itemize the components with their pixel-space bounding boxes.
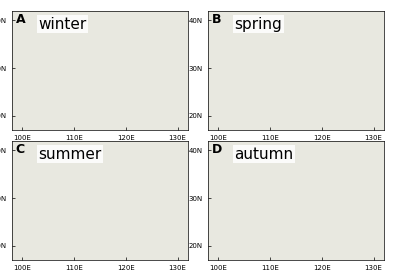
- Text: summer: summer: [38, 147, 102, 162]
- Text: B: B: [212, 13, 221, 26]
- Text: A: A: [16, 13, 25, 26]
- Text: autumn: autumn: [234, 147, 294, 162]
- Text: C: C: [16, 143, 25, 156]
- Text: spring: spring: [234, 17, 282, 32]
- Text: D: D: [212, 143, 222, 156]
- Text: winter: winter: [38, 17, 87, 32]
